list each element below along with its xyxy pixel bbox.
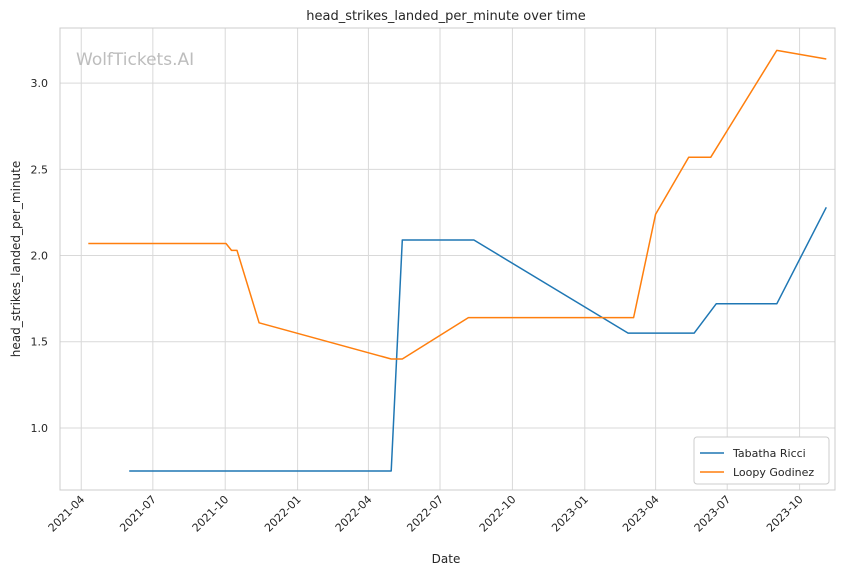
y-tick-label: 3.0 [31, 77, 49, 90]
series-line-0 [129, 206, 827, 472]
chart-title: head_strikes_landed_per_minute over time [306, 9, 586, 24]
y-tick-label: 2.5 [31, 163, 49, 176]
plot-frame [59, 27, 836, 491]
legend-label: Tabatha Ricci [732, 447, 806, 460]
watermark-text: WolfTickets.AI [76, 50, 194, 70]
y-tick-label: 1.0 [31, 422, 49, 435]
gridlines [60, 28, 835, 490]
series-line-1 [88, 49, 827, 360]
series-lines [88, 49, 827, 472]
x-axis-label: Date [432, 552, 461, 566]
y-tick-label: 1.5 [31, 336, 49, 349]
legend-box [693, 436, 830, 485]
y-tick-label: 2.0 [31, 250, 49, 263]
legend-label: Loopy Godinez [733, 466, 814, 479]
legend: Tabatha Ricci Loopy Godinez [693, 436, 830, 485]
y-axis-label: head_strikes_landed_per_minute [9, 161, 23, 358]
